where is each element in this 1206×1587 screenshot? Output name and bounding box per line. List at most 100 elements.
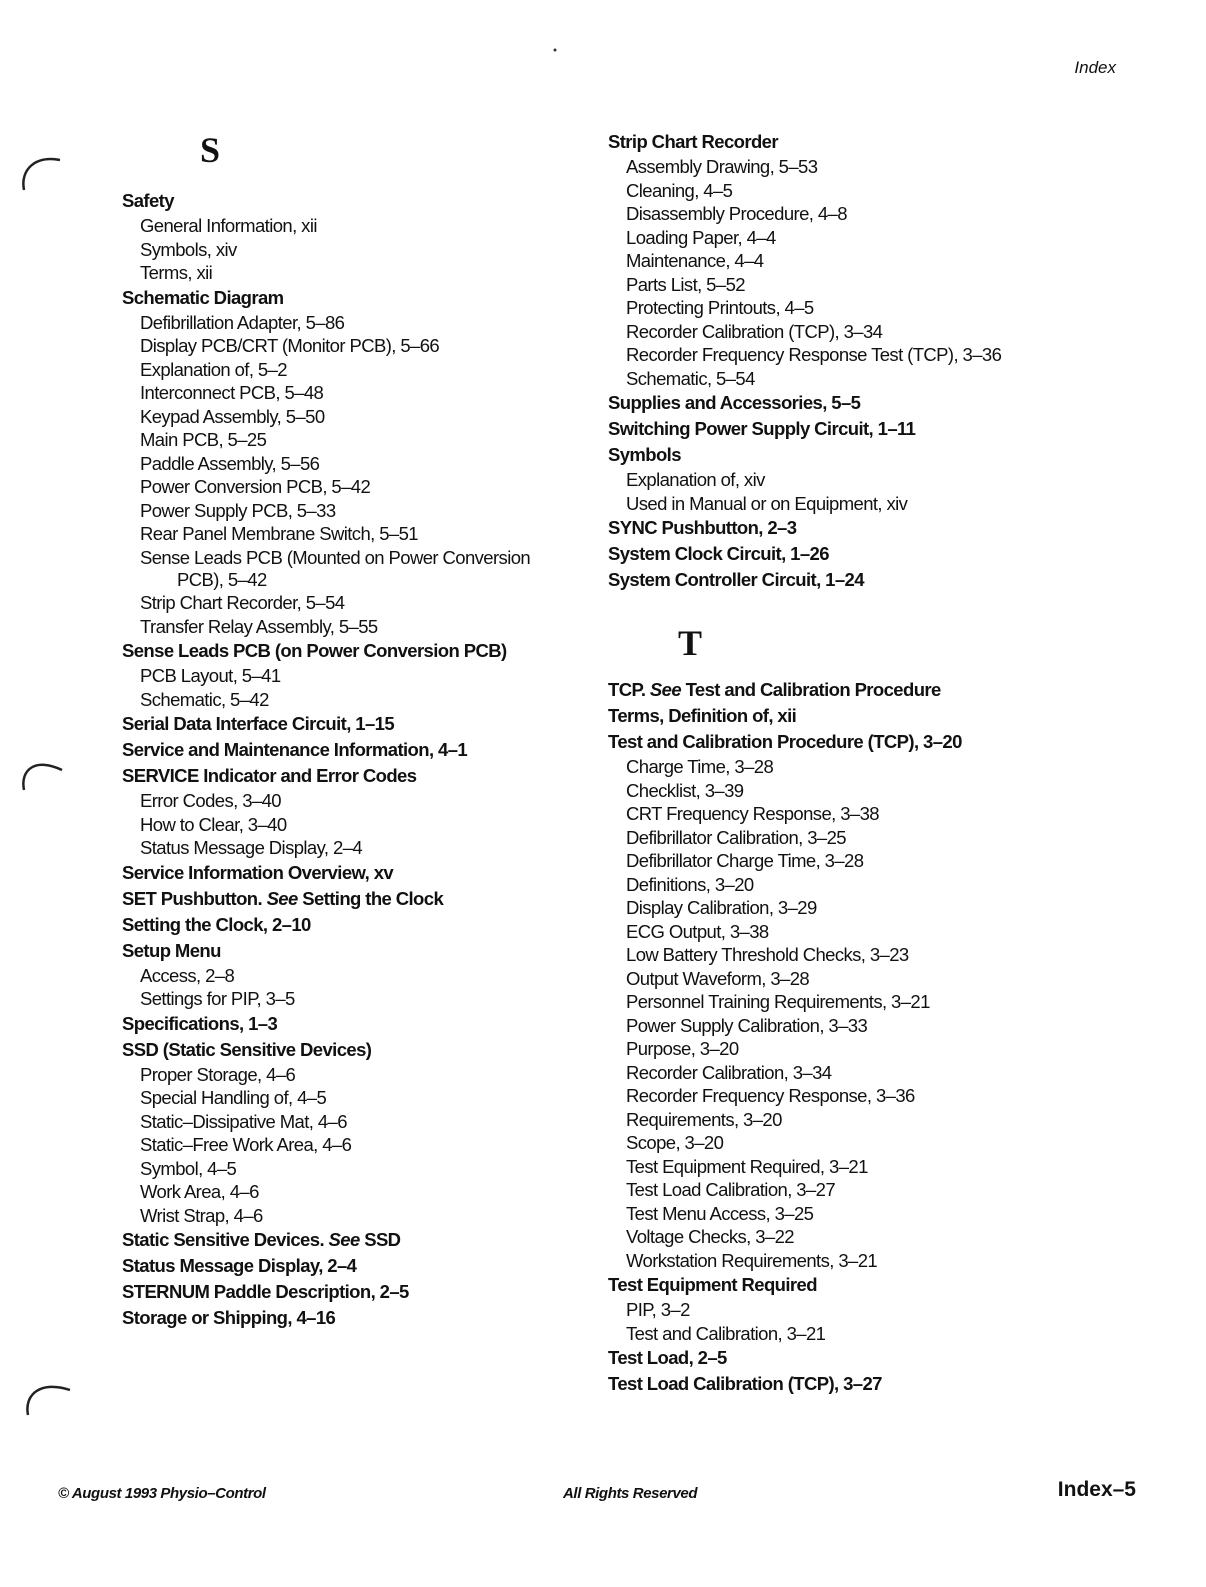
index-sub-entry: Defibrillator Charge Time, 3–28: [608, 849, 1168, 873]
entry-text: SET Pushbutton.: [122, 887, 263, 909]
index-sub-entry: CRT Frequency Response, 3–38: [608, 802, 1168, 826]
entry-text: Strip Chart Recorder: [608, 131, 779, 152]
index-main-entry: Setting the Clock, 2–10: [122, 912, 592, 938]
see-reference-label: See: [328, 1229, 361, 1250]
index-main-entry: Test Load, 2–5: [608, 1345, 1168, 1371]
index-column-left: S Safety General Information, xii Symbols,…: [122, 120, 592, 1331]
entry-text: Cleaning, 4–5: [626, 179, 733, 201]
index-sub-entry: Loading Paper, 4–4: [608, 226, 1168, 250]
entry-text: Static–Dissipative Mat, 4–6: [140, 1110, 348, 1132]
index-main-entry: System Controller Circuit, 1–24: [608, 567, 1168, 593]
entry-text: Schematic, 5–42: [140, 688, 269, 710]
index-sub-entry: Wrist Strap, 4–6: [122, 1204, 592, 1228]
entry-text: Checklist, 3–39: [626, 779, 744, 801]
index-sub-entry: PCB), 5–42: [122, 569, 592, 591]
index-sub-entry: Keypad Assembly, 5–50: [122, 405, 592, 429]
index-sub-entry: Recorder Calibration (TCP), 3–34: [608, 320, 1168, 344]
entry-text: Setup Menu: [122, 939, 221, 961]
entry-text: Loading Paper, 4–4: [626, 226, 776, 248]
entry-text: Serial Data Interface Circuit, 1–15: [122, 713, 395, 734]
index-sub-entry: Defibrillator Calibration, 3–25: [608, 826, 1168, 850]
index-main-entry: Specifications, 1–3: [122, 1011, 592, 1037]
index-sub-entry: Power Supply Calibration, 3–33: [608, 1014, 1168, 1038]
entry-text: Access, 2–8: [140, 964, 235, 986]
entry-text: Service Information Overview, xv: [122, 861, 394, 883]
index-main-entry: Strip Chart Recorder: [608, 129, 1168, 155]
index-sub-entry: Recorder Frequency Response Test (TCP), …: [608, 343, 1168, 367]
index-sub-entry: Test Load Calibration, 3–27: [608, 1178, 1168, 1202]
index-sub-entry: Sense Leads PCB (Mounted on Power Conver…: [122, 546, 592, 570]
index-sub-entry: Voltage Checks, 3–22: [608, 1225, 1168, 1249]
index-sub-entry: PIP, 3–2: [608, 1298, 1168, 1322]
see-reference-target: SSD: [364, 1229, 401, 1250]
entry-text: Symbols, xiv: [140, 238, 237, 260]
index-sub-entry: Protecting Printouts, 4–5: [608, 296, 1168, 320]
entry-text: Scope, 3–20: [626, 1132, 724, 1153]
entry-text: Wrist Strap, 4–6: [140, 1204, 263, 1226]
entry-text: Disassembly Procedure, 4–8: [626, 203, 848, 224]
scan-dot: [553, 48, 557, 52]
entry-text: Test Load Calibration, 3–27: [626, 1179, 836, 1200]
entry-text: Definitions, 3–20: [626, 873, 754, 895]
entry-text: Sense Leads PCB (on Power Conversion PCB…: [122, 640, 507, 661]
entry-text: Parts List, 5–52: [626, 273, 746, 295]
entry-text: General Information, xii: [140, 215, 317, 236]
entry-text: Maintenance, 4–4: [626, 250, 764, 271]
entry-text: Storage or Shipping, 4–16: [122, 1307, 336, 1328]
index-main-entry: Schematic Diagram: [122, 285, 592, 311]
entry-text: Terms, xii: [140, 262, 213, 283]
entry-text: Explanation of, 5–2: [140, 358, 288, 380]
index-sub-entry: Paddle Assembly, 5–56: [122, 452, 592, 476]
index-sub-entry: General Information, xii: [122, 214, 592, 238]
section-letter-t: T: [678, 623, 703, 663]
index-main-entry: TCP. See Test and Calibration Procedure: [608, 677, 1168, 703]
entry-text: Specifications, 1–3: [122, 1012, 278, 1034]
index-sub-entry: Main PCB, 5–25: [122, 428, 592, 452]
index-sub-entry: Symbols, xiv: [122, 238, 592, 262]
entry-text: Recorder Frequency Response, 3–36: [626, 1085, 915, 1106]
entry-text: Power Conversion PCB, 5–42: [140, 476, 371, 497]
index-sub-entry: Error Codes, 3–40: [122, 789, 592, 813]
index-sub-entry: PCB Layout, 5–41: [122, 664, 592, 688]
entry-text: CRT Frequency Response, 3–38: [626, 803, 880, 824]
entry-text: Schematic Diagram: [122, 286, 284, 308]
index-sub-entry: Disassembly Procedure, 4–8: [608, 202, 1168, 226]
index-main-entry: STERNUM Paddle Description, 2–5: [122, 1279, 592, 1305]
entry-text: Proper Storage, 4–6: [140, 1063, 296, 1085]
entry-text: Status Message Display, 2–4: [122, 1255, 357, 1276]
page-number: Index–5: [1057, 1478, 1136, 1501]
entry-text: Test Menu Access, 3–25: [626, 1202, 814, 1224]
index-main-entry: Service Information Overview, xv: [122, 860, 592, 886]
index-sub-entry: Display PCB/CRT (Monitor PCB), 5–66: [122, 334, 592, 358]
index-sub-entry: Scope, 3–20: [608, 1131, 1168, 1155]
entry-text: Status Message Display, 2–4: [140, 837, 363, 858]
index-sub-entry: Workstation Requirements, 3–21: [608, 1249, 1168, 1273]
index-main-entry: Test and Calibration Procedure (TCP), 3–…: [608, 729, 1168, 755]
entry-text: Setting the Clock, 2–10: [122, 913, 311, 935]
entry-text: Voltage Checks, 3–22: [626, 1226, 795, 1247]
entry-text: STERNUM Paddle Description, 2–5: [122, 1281, 409, 1302]
entry-text: Error Codes, 3–40: [140, 790, 282, 811]
index-sub-entry: Charge Time, 3–28: [608, 755, 1168, 779]
entry-text: Work Area, 4–6: [140, 1181, 259, 1202]
index-sub-entry: Used in Manual or on Equipment, xiv: [608, 492, 1168, 516]
index-sub-entry: Parts List, 5–52: [608, 273, 1168, 297]
entry-text: Strip Chart Recorder, 5–54: [140, 592, 345, 613]
see-reference-label: See: [266, 887, 299, 909]
entry-text: Recorder Calibration (TCP), 3–34: [626, 320, 883, 342]
index-main-entry: Service and Maintenance Information, 4–1: [122, 737, 592, 763]
entry-text: How to Clear, 3–40: [140, 813, 287, 835]
entry-text: Rear Panel Membrane Switch, 5–51: [140, 523, 419, 544]
entry-text: Test Equipment Required: [608, 1274, 818, 1295]
entry-text: TCP.: [608, 679, 646, 700]
index-sub-entry: Transfer Relay Assembly, 5–55: [122, 615, 592, 639]
index-sub-entry: Definitions, 3–20: [608, 873, 1168, 897]
index-sub-entry: ECG Output, 3–38: [608, 920, 1168, 944]
index-sub-entry: Requirements, 3–20: [608, 1108, 1168, 1132]
see-reference-target: Setting the Clock: [302, 887, 444, 909]
entry-text: Display Calibration, 3–29: [626, 897, 817, 918]
entry-text: Output Waveform, 3–28: [626, 967, 810, 989]
index-sub-entry: Interconnect PCB, 5–48: [122, 381, 592, 405]
entry-text: Keypad Assembly, 5–50: [140, 405, 325, 427]
